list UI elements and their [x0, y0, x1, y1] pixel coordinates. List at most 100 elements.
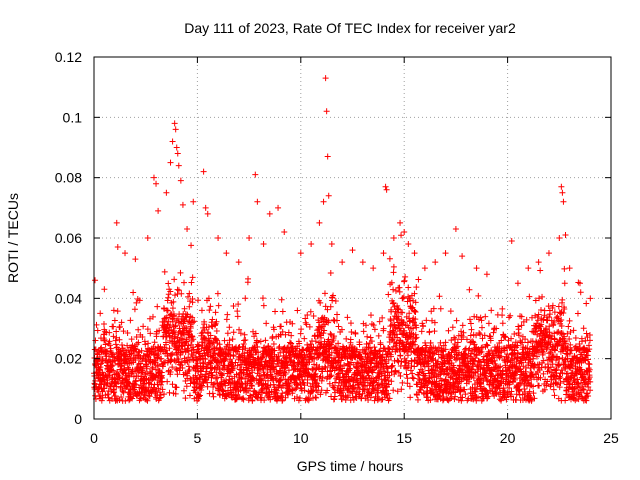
data-point — [263, 320, 270, 327]
data-point — [312, 376, 319, 383]
data-point — [252, 330, 259, 337]
data-point — [169, 364, 176, 371]
data-point — [173, 384, 180, 391]
data-point — [330, 317, 337, 324]
data-point — [307, 308, 314, 315]
data-point — [171, 327, 178, 334]
data-point — [171, 276, 178, 283]
data-point — [364, 369, 371, 376]
data-point — [328, 341, 335, 348]
data-point — [303, 359, 310, 366]
data-point — [183, 338, 190, 345]
data-point — [277, 349, 284, 356]
data-point — [304, 376, 311, 383]
data-point — [298, 326, 305, 333]
data-point — [317, 299, 324, 306]
data-point — [188, 333, 195, 340]
data-point — [310, 313, 317, 320]
data-point — [319, 374, 326, 381]
data-point — [327, 270, 334, 277]
x-axis-label: GPS time / hours — [297, 458, 404, 474]
data-point — [205, 324, 212, 331]
data-point — [92, 337, 99, 344]
data-point — [104, 379, 111, 386]
data-point — [219, 387, 226, 394]
data-point — [187, 325, 194, 332]
data-point — [304, 312, 311, 319]
data-point — [317, 391, 324, 398]
data-point — [303, 321, 310, 328]
data-point — [146, 393, 153, 400]
data-point — [209, 390, 216, 397]
data-point — [286, 382, 293, 389]
data-point — [285, 329, 292, 336]
data-point — [213, 318, 220, 325]
data-point — [161, 391, 168, 398]
data-point — [197, 392, 204, 399]
data-point — [327, 343, 334, 350]
data-point — [222, 382, 229, 389]
data-point — [201, 321, 208, 328]
data-point — [138, 347, 145, 354]
data-point — [179, 364, 186, 371]
data-point — [146, 315, 153, 322]
data-point — [164, 307, 171, 314]
data-point — [139, 367, 146, 374]
x-tick-label: 15 — [396, 430, 412, 446]
data-point — [270, 340, 277, 347]
data-point — [107, 345, 114, 352]
data-point — [110, 333, 117, 340]
data-point — [215, 359, 222, 366]
data-point — [189, 299, 196, 306]
data-point — [169, 350, 176, 357]
data-point — [172, 333, 179, 340]
data-point — [206, 307, 213, 314]
data-point — [112, 358, 119, 365]
data-point — [301, 335, 308, 342]
data-point — [311, 361, 318, 368]
x-tick-label: 10 — [293, 430, 309, 446]
y-axis-label: ROTI / TECUs — [5, 193, 21, 283]
data-point — [327, 330, 334, 337]
data-point — [234, 313, 241, 320]
data-point — [119, 342, 126, 349]
data-point — [270, 326, 277, 333]
data-point — [213, 327, 220, 334]
data-point — [209, 372, 216, 379]
data-point — [242, 295, 249, 302]
data-point — [170, 312, 177, 319]
data-point — [184, 345, 191, 352]
data-point — [297, 384, 304, 391]
data-point — [111, 317, 118, 324]
chart-title: Day 111 of 2023, Rate Of TEC Index for r… — [184, 20, 516, 36]
data-point — [232, 359, 239, 366]
data-point — [159, 363, 166, 370]
data-point — [294, 382, 301, 389]
data-point — [194, 360, 201, 367]
data-point — [155, 351, 162, 358]
data-point — [196, 356, 203, 363]
data-point — [262, 337, 269, 344]
data-point — [234, 308, 241, 315]
data-point — [128, 350, 135, 357]
data-point — [167, 322, 174, 329]
data-point — [275, 353, 282, 360]
data-point — [320, 330, 327, 337]
data-point — [267, 396, 274, 403]
data-point — [237, 330, 244, 337]
data-point — [173, 365, 180, 372]
data-point — [212, 309, 219, 316]
data-point — [230, 303, 237, 310]
data-point — [157, 394, 164, 401]
data-point — [210, 381, 217, 388]
data-point — [312, 338, 319, 345]
data-point — [360, 328, 367, 335]
data-point — [221, 357, 228, 364]
data-point — [247, 392, 254, 399]
data-point — [191, 318, 198, 325]
data-point — [171, 292, 178, 299]
data-point — [335, 340, 342, 347]
data-point — [229, 336, 236, 343]
data-point — [154, 303, 161, 310]
